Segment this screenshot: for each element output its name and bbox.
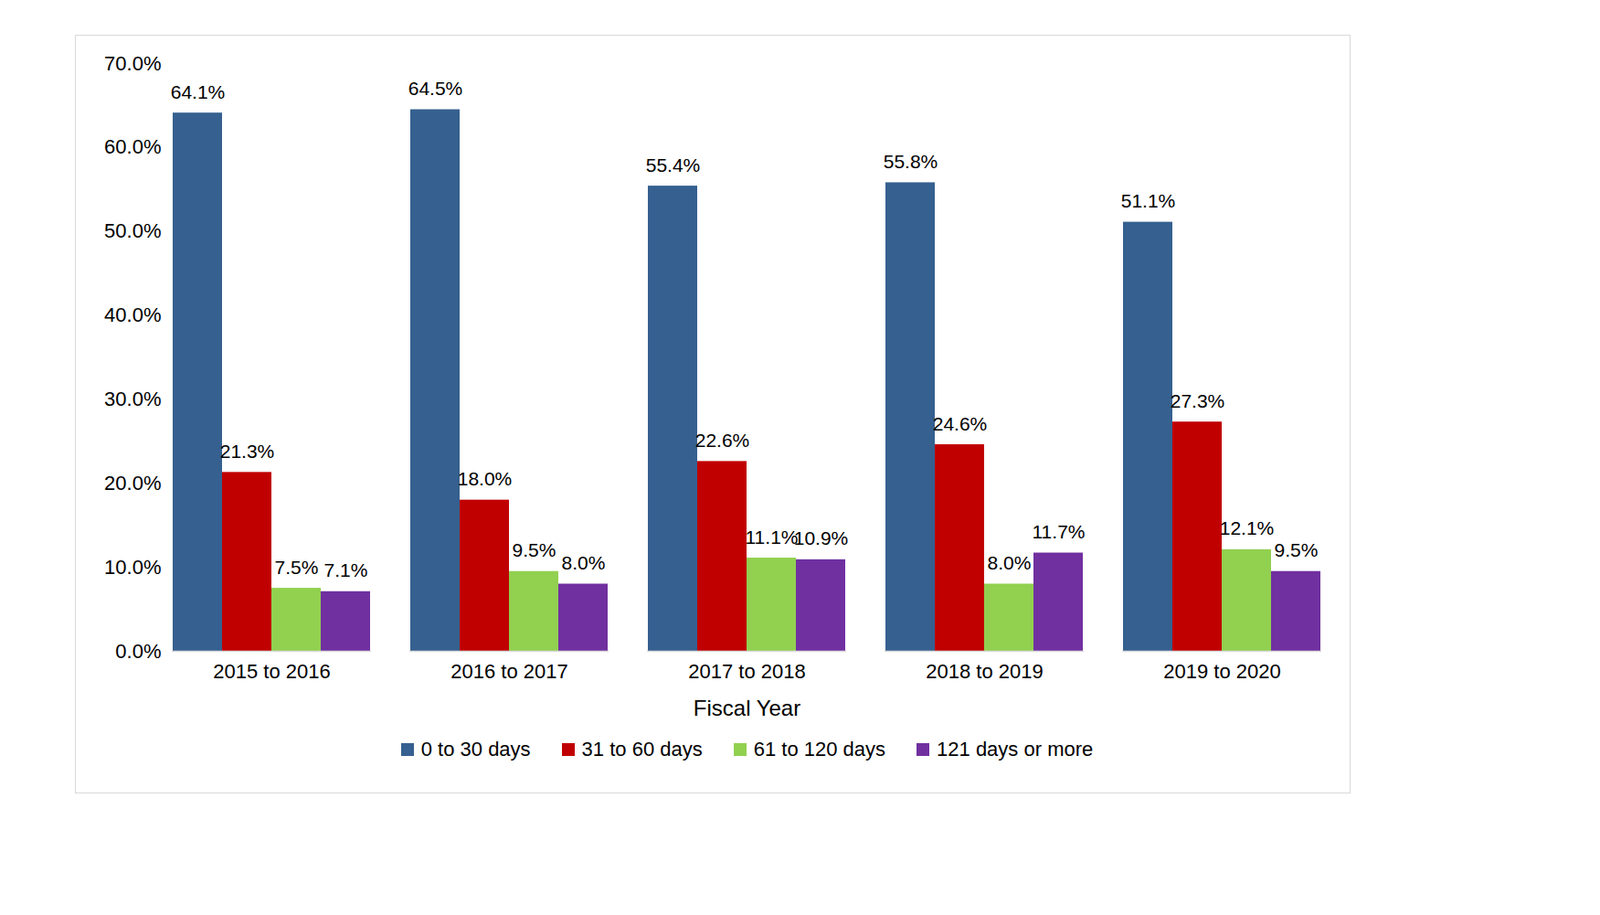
html-text:121 days or more: 121 days or more [936,737,1094,761]
svg-text:10.0%: 10.0% [104,555,161,579]
svg-text:70.0%: 70.0% [104,52,161,75]
svg-text:9.5%: 9.5% [512,539,557,561]
svg-text:8.0%: 8.0% [561,551,606,573]
svg-text:0.0%: 0.0% [115,639,161,663]
svg-text:2017 to 2018: 2017 to 2018 [688,659,806,683]
svg-text:12.1%: 12.1% [1219,517,1275,539]
svg-text:60.0%: 60.0% [104,135,161,159]
svg-text:22.6%: 22.6% [695,429,751,451]
svg-text:27.3%: 27.3% [1170,390,1226,412]
svg-text:50.0%: 50.0% [104,219,161,243]
svg-text:10.9%: 10.9% [794,527,849,549]
svg-text:55.8%: 55.8% [883,150,939,172]
html-text:61 to 120 days: 61 to 120 days [753,737,886,761]
svg-text:11.1%: 11.1% [745,526,799,548]
svg-text:24.6%: 24.6% [932,413,988,435]
html-text:Fiscal Year: Fiscal Year [693,695,801,721]
svg-text:7.5%: 7.5% [275,556,319,578]
html-text:31 to 60 days: 31 to 60 days [581,737,703,761]
svg-text:2018 to 2019: 2018 to 2019 [925,659,1043,683]
svg-text:21.3%: 21.3% [220,440,276,462]
svg-text:2015 to 2016: 2015 to 2016 [212,659,330,683]
svg-text:9.5%: 9.5% [1274,539,1319,561]
svg-text:64.5%: 64.5% [408,77,464,99]
svg-text:55.4%: 55.4% [646,154,701,176]
svg-text:18.0%: 18.0% [457,467,513,489]
svg-text:20.0%: 20.0% [104,471,161,495]
svg-text:30.0%: 30.0% [104,387,161,411]
svg-text:7.1%: 7.1% [324,559,369,581]
svg-text:2016 to 2017: 2016 to 2017 [450,659,568,683]
html-text:0 to 30 days: 0 to 30 days [420,737,531,761]
svg-text:11.7%: 11.7% [1032,520,1086,542]
svg-text:64.1%: 64.1% [170,81,226,103]
svg-text:8.0%: 8.0% [987,551,1032,573]
svg-text:51.1%: 51.1% [1121,190,1177,212]
svg-text:2019 to 2020: 2019 to 2020 [1163,659,1281,683]
svg-text:40.0%: 40.0% [104,303,161,327]
